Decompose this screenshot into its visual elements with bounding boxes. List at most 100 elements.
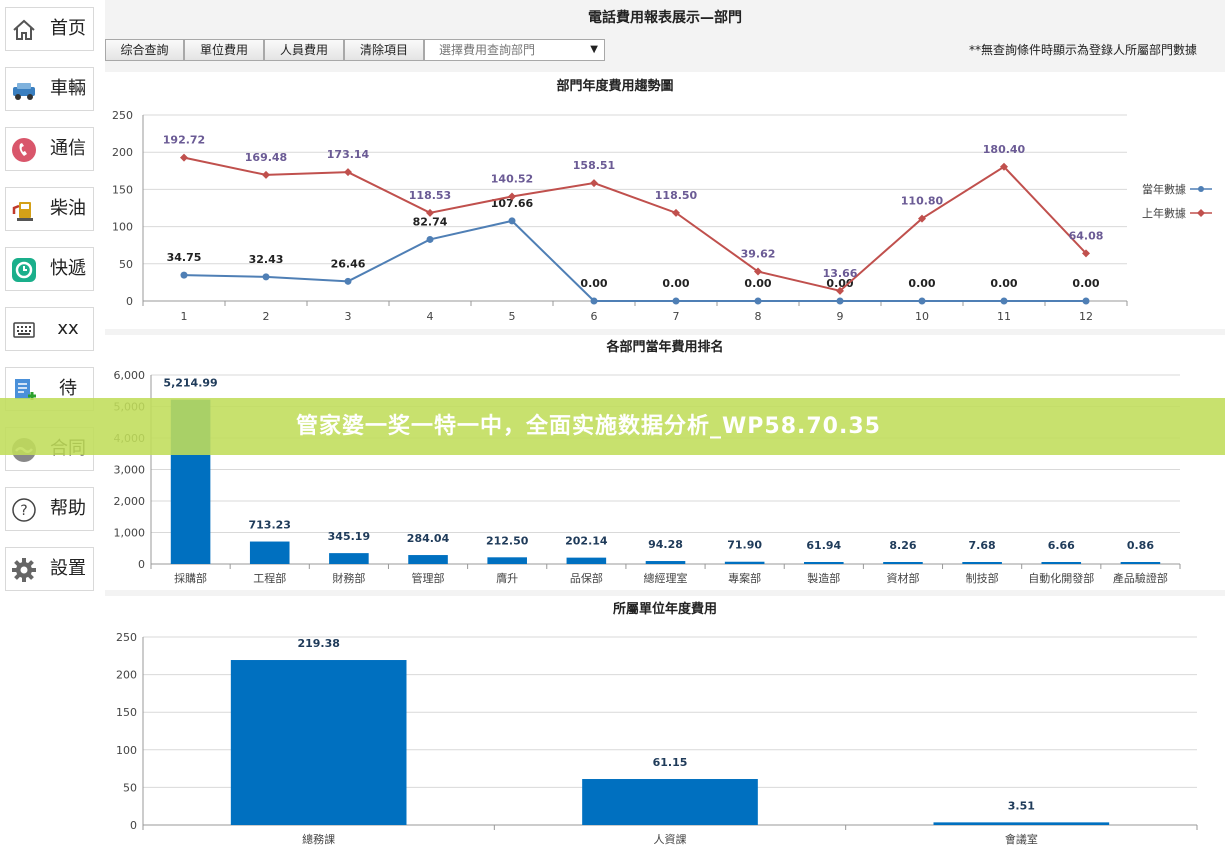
x-tick-label: 人資課 xyxy=(654,832,687,846)
data-point xyxy=(836,297,844,305)
data-point xyxy=(754,267,762,276)
bar xyxy=(249,541,290,564)
sidebar-item-label: 待 xyxy=(59,378,77,399)
x-tick-label: 5 xyxy=(509,310,516,323)
x-tick-label: 膺升 xyxy=(496,571,518,585)
sidebar-item-vehicle[interactable]: 車輛 xyxy=(5,67,94,111)
data-point xyxy=(180,271,188,279)
unit-cost-button[interactable]: 單位費用 xyxy=(184,39,264,61)
bar xyxy=(230,660,407,825)
bar xyxy=(1041,562,1082,564)
x-tick-label: 品保部 xyxy=(570,571,603,585)
y-tick-label: 200 xyxy=(116,669,137,682)
sidebar-item-label: 快遞 xyxy=(50,258,86,279)
data-point xyxy=(1082,249,1090,258)
sidebar-item-label: 通信 xyxy=(50,138,86,159)
calculator-icon xyxy=(13,322,35,338)
clear-items-button[interactable]: 清除項目 xyxy=(344,39,424,61)
data-label: 39.62 xyxy=(741,248,776,261)
data-label: 0.86 xyxy=(1127,539,1154,552)
sidebar-item-label: 首页 xyxy=(50,18,86,39)
data-label: 34.75 xyxy=(167,251,202,264)
bar xyxy=(883,562,923,564)
y-tick-label: 100 xyxy=(116,744,137,757)
y-tick-label: 6,000 xyxy=(114,369,146,382)
data-label: 192.72 xyxy=(163,134,205,147)
y-tick-label: 150 xyxy=(116,706,137,719)
main-area: 電話費用報表展示—部門 综合查詢 單位費用 人員費用 清除項目 選擇費用查詢部門… xyxy=(105,0,1225,853)
page-title: 電話費用報表展示—部門 xyxy=(588,10,742,26)
department-select-placeholder: 選擇費用查詢部門 xyxy=(439,43,536,57)
data-label: 110.80 xyxy=(901,195,944,208)
panel-divider xyxy=(105,590,1225,596)
data-label: 0.00 xyxy=(662,277,689,290)
data-label: 0.00 xyxy=(908,277,935,290)
comprehensive-query-button[interactable]: 综合查詢 xyxy=(105,39,184,61)
overlay-banner: 管家婆一奖一特一中，全面实施数据分析_WP58.70.35 xyxy=(0,398,1225,455)
sidebar-item-courier[interactable]: 快遞 xyxy=(5,247,94,291)
data-point xyxy=(1082,297,1090,305)
x-tick-label: 制技部 xyxy=(966,571,999,585)
sidebar-item-label: 帮助 xyxy=(50,498,86,519)
personnel-cost-button[interactable]: 人員費用 xyxy=(264,39,344,61)
data-label: 180.40 xyxy=(983,143,1026,156)
data-label: 219.38 xyxy=(297,637,339,650)
sidebar-item-label: 車輛 xyxy=(50,78,86,99)
bar xyxy=(487,557,527,564)
sidebar-item-diesel[interactable]: 柴油 xyxy=(5,187,94,231)
data-label: 82.74 xyxy=(413,215,448,228)
data-point xyxy=(1000,297,1008,305)
x-tick-label: 8 xyxy=(755,310,762,323)
data-point xyxy=(836,286,844,295)
bar xyxy=(645,561,686,564)
fuel-pump-icon xyxy=(12,202,33,221)
data-point xyxy=(262,170,270,179)
data-label: 71.90 xyxy=(727,539,762,552)
x-tick-label: 資材部 xyxy=(886,571,919,585)
banner-text: 管家婆一奖一特一中，全面实施数据分析_WP58.70.35 xyxy=(296,414,881,439)
x-tick-label: 自動化開發部 xyxy=(1028,571,1094,585)
data-label: 345.19 xyxy=(328,530,370,543)
data-label: 0.00 xyxy=(990,277,1017,290)
department-select[interactable]: 選擇費用查詢部門 ▼ xyxy=(424,39,605,61)
chevron-down-icon: ▼ xyxy=(590,44,598,55)
y-tick-label: 0 xyxy=(126,295,133,308)
phone-icon xyxy=(12,138,36,162)
chart-title: 所屬單位年度費用 xyxy=(613,601,717,617)
sidebar-item-home[interactable]: 首页 xyxy=(5,7,94,51)
data-label: 64.08 xyxy=(1069,229,1104,242)
x-tick-label: 6 xyxy=(591,310,598,323)
y-tick-label: 50 xyxy=(119,258,133,271)
data-label: 0.00 xyxy=(826,277,853,290)
sidebar-item-xx[interactable]: xx xyxy=(5,307,94,351)
data-label: 5,214.99 xyxy=(163,377,217,390)
bar xyxy=(566,557,607,564)
x-tick-label: 3 xyxy=(345,310,352,323)
data-point xyxy=(426,235,434,243)
y-tick-label: 50 xyxy=(123,781,137,794)
data-label: 140.52 xyxy=(491,172,533,185)
data-point xyxy=(672,208,680,217)
data-label: 118.53 xyxy=(409,189,451,202)
bar xyxy=(933,822,1110,825)
series-line xyxy=(183,219,1086,302)
data-label: 118.50 xyxy=(655,189,698,202)
unit-annual-cost-bar-chart: 所屬單位年度費用 0 50 100 150 200 250 219.38 總務課 61.15 人資課… xyxy=(116,601,1198,846)
legend-label: 當年數據 xyxy=(1142,182,1186,196)
data-label: 61.94 xyxy=(806,539,841,552)
bar xyxy=(804,562,844,564)
sidebar-item-settings[interactable]: 設置 xyxy=(5,547,94,591)
data-label: 7.68 xyxy=(969,539,996,552)
y-tick-label: 2,000 xyxy=(114,495,146,508)
x-tick-label: 總務課 xyxy=(302,832,335,846)
x-tick-label: 製造部 xyxy=(807,571,840,585)
data-label: 107.66 xyxy=(491,197,534,210)
data-label: 8.26 xyxy=(889,539,916,552)
x-tick-label: 會議室 xyxy=(1005,832,1038,846)
sidebar-item-telecom[interactable]: 通信 xyxy=(5,127,94,171)
sidebar-item-help[interactable]: ? 帮助 xyxy=(5,487,94,531)
legend-label: 上年數據 xyxy=(1142,206,1186,220)
bar xyxy=(582,779,758,825)
data-label: 61.15 xyxy=(653,756,688,769)
